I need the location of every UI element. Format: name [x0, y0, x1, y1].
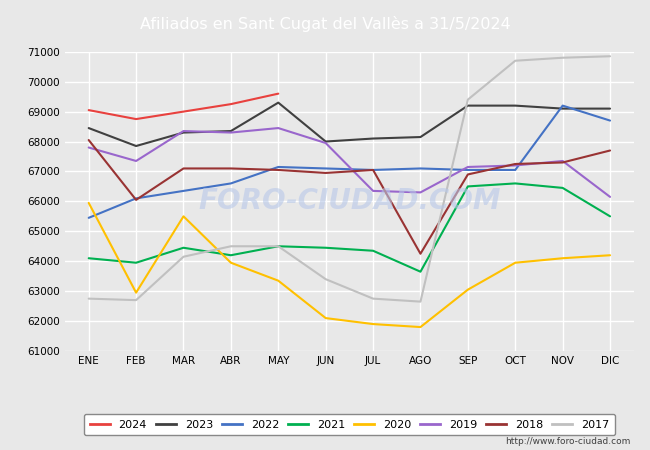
Text: Afiliados en Sant Cugat del Vallès a 31/5/2024: Afiliados en Sant Cugat del Vallès a 31/…	[140, 16, 510, 32]
Text: http://www.foro-ciudad.com: http://www.foro-ciudad.com	[505, 436, 630, 446]
Legend: 2024, 2023, 2022, 2021, 2020, 2019, 2018, 2017: 2024, 2023, 2022, 2021, 2020, 2019, 2018…	[84, 414, 615, 435]
Text: FORO-CIUDAD.COM: FORO-CIUDAD.COM	[198, 187, 500, 216]
